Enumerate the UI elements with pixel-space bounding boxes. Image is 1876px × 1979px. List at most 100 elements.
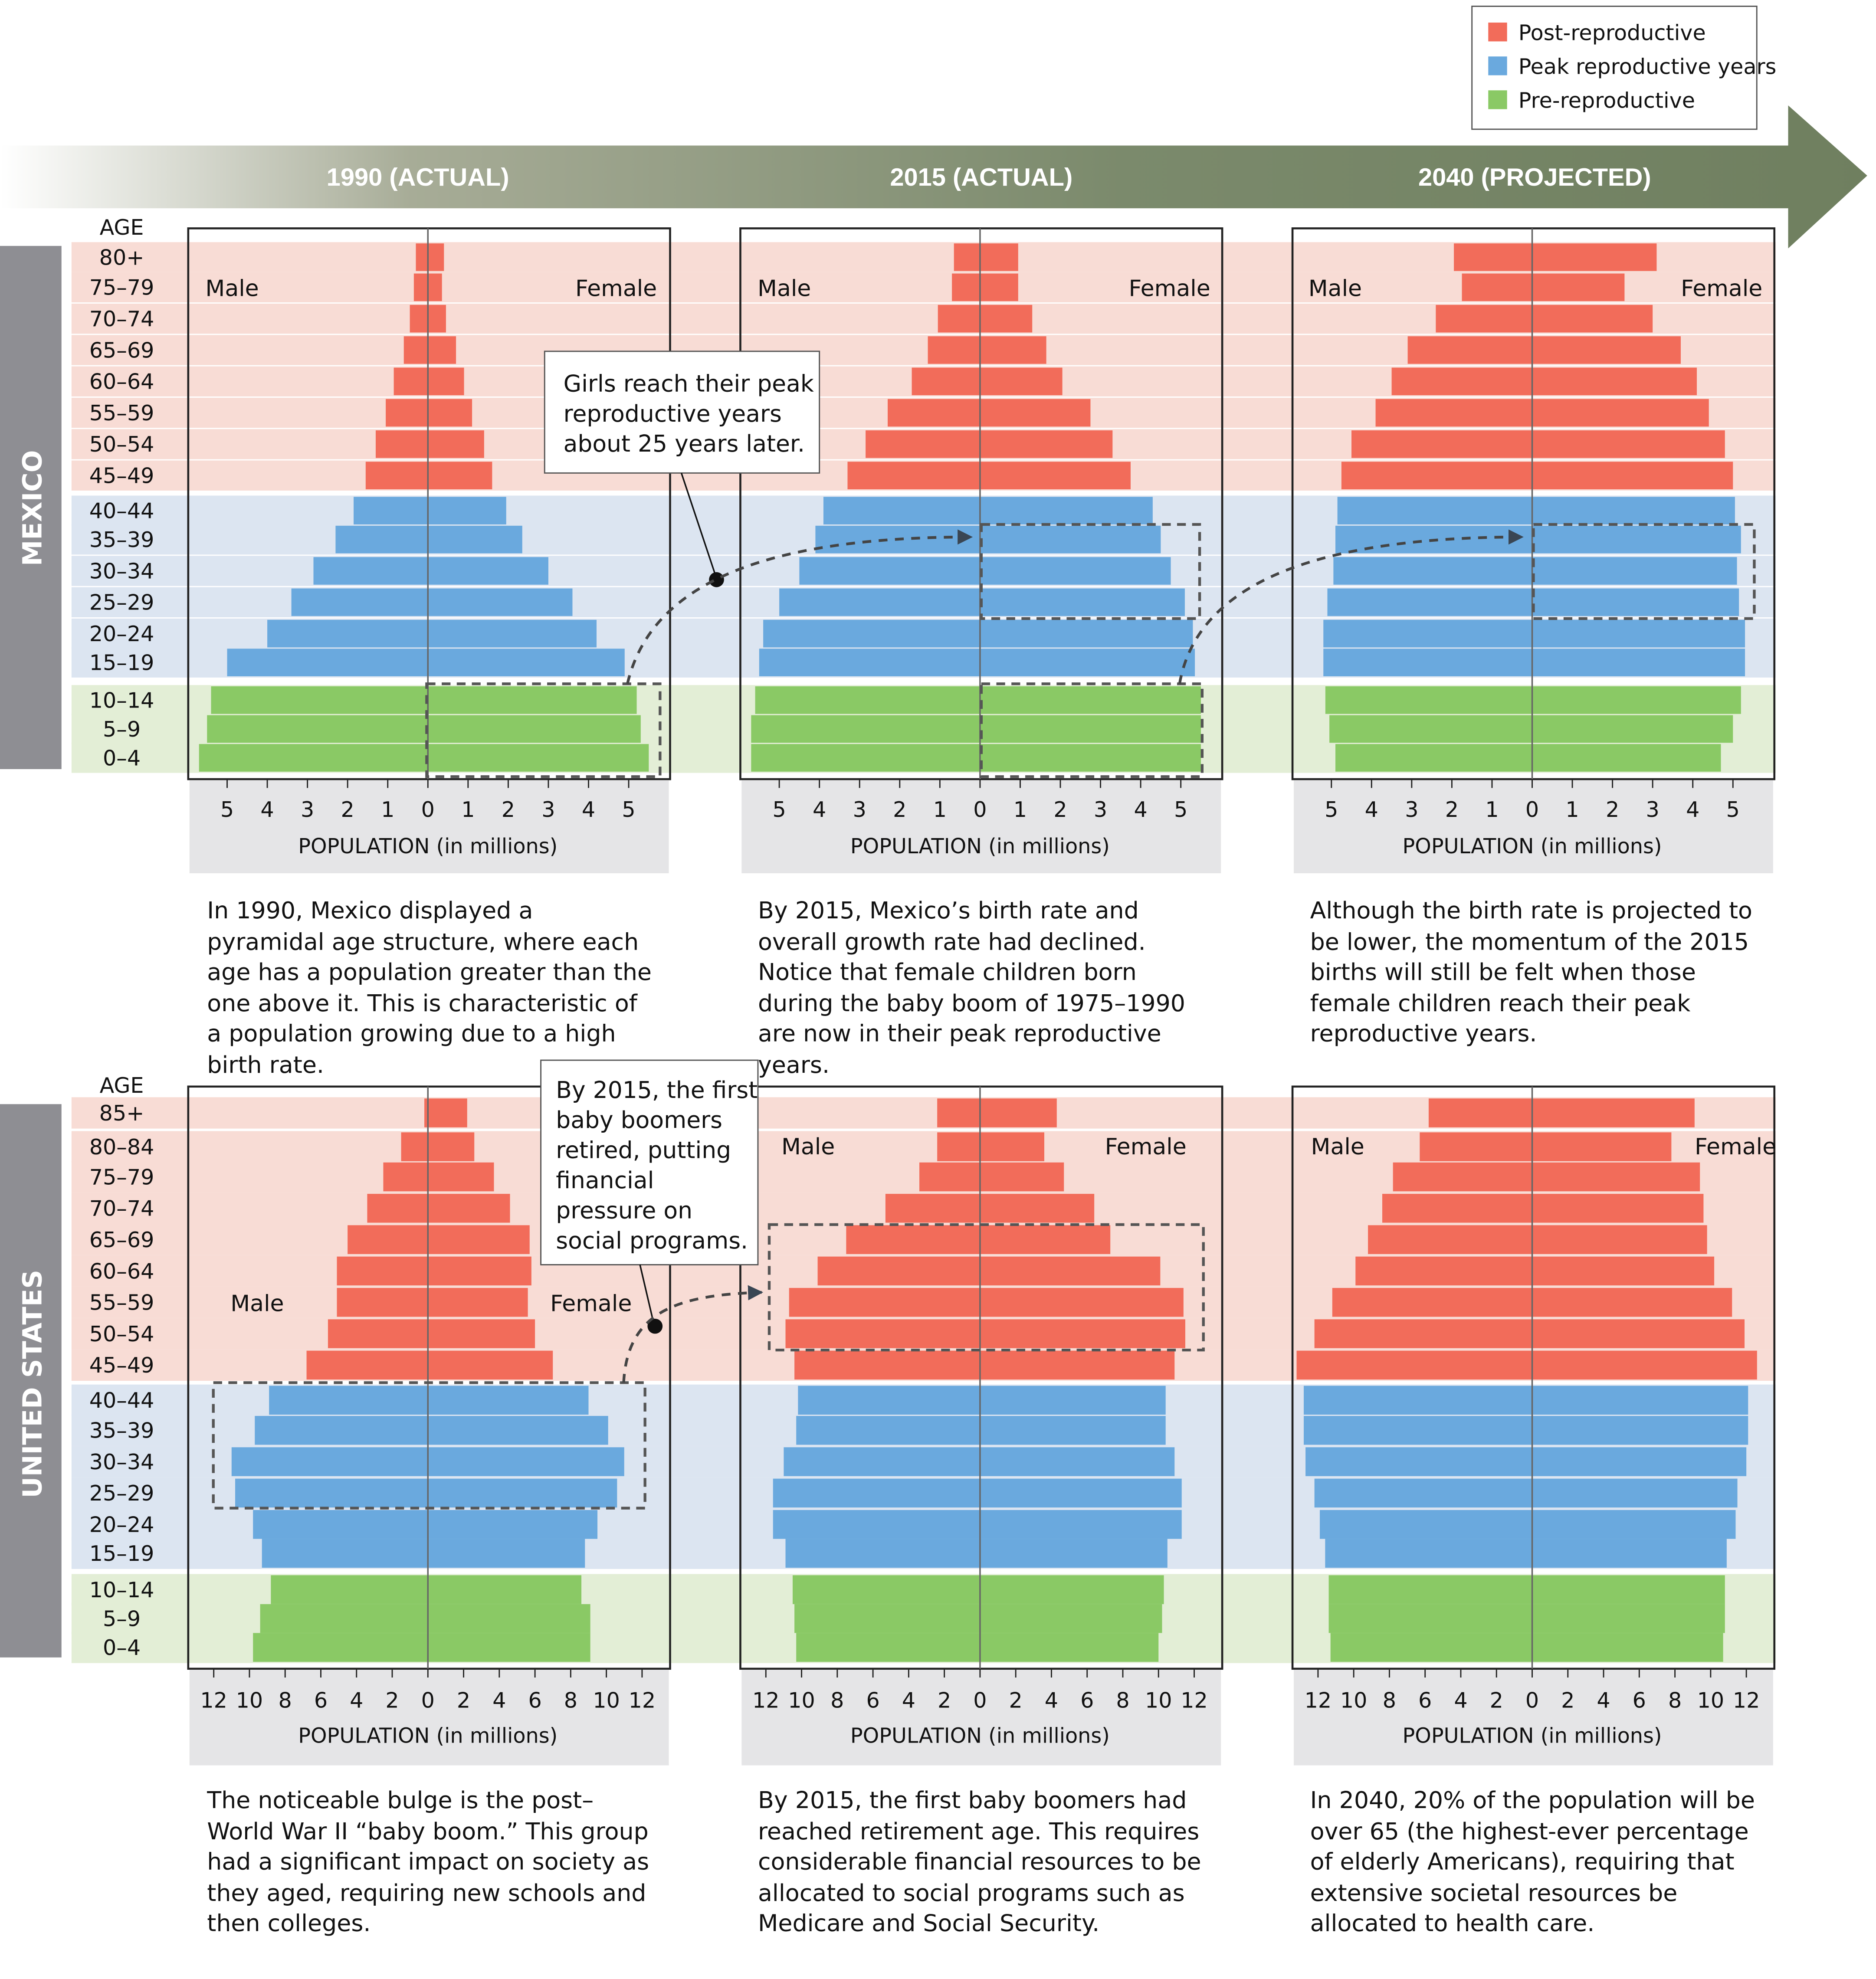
us-tick-panel-2 <box>1293 1670 1773 1766</box>
us-2-tick-label-12: 12 <box>1733 1687 1760 1713</box>
mexico-2-female-bar-2 <box>1532 305 1653 333</box>
us-1-female-bar-10 <box>980 1415 1166 1445</box>
us-0-tick-label-4: 4 <box>350 1687 363 1713</box>
mexico-2-female-bar-0 <box>1532 243 1657 271</box>
mexico-label: MEXICO <box>17 450 48 566</box>
mexico-2-xlabel: POPULATION (in millions) <box>1402 835 1662 858</box>
mexico-0-tick-label-5: 0 <box>421 797 435 822</box>
us-2-tick-label-2: 8 <box>1383 1687 1396 1713</box>
us-0-male-bar-17 <box>253 1633 428 1662</box>
us-age-label-8: 45–49 <box>89 1353 154 1378</box>
us-1-tick-label-3: 6 <box>866 1687 879 1713</box>
mexico-1-tick-label-4: 1 <box>933 797 947 822</box>
mexico-2-female-bar-4 <box>1532 367 1697 396</box>
mexico-0-tick-label-3: 2 <box>341 797 354 822</box>
mexico-1-female-bar-11 <box>980 588 1185 616</box>
us-1-male-bar-17 <box>796 1633 980 1662</box>
us-2-male-bar-11 <box>1305 1447 1532 1476</box>
us-2-tick-label-7: 2 <box>1561 1687 1574 1713</box>
mexico-2-female-bar-9 <box>1532 525 1741 554</box>
mexico-2-tick-label-1: 4 <box>1365 797 1378 822</box>
mexico-0-male-bar-7 <box>365 462 428 490</box>
us-1-female-bar-5 <box>980 1256 1161 1286</box>
mexico-tick-panel-2 <box>1293 780 1773 874</box>
mexico-age-label-16: 0–4 <box>103 745 141 770</box>
us-0-tick-label-0: 12 <box>200 1687 227 1713</box>
mexico-2-male-bar-11 <box>1327 588 1532 616</box>
mexico-0-female-bar-3 <box>428 336 456 364</box>
us-label: UNITED STATES <box>17 1270 48 1498</box>
us-2-female-bar-0 <box>1532 1098 1695 1127</box>
us-1-female-label: Female <box>1105 1134 1187 1160</box>
mexico-sidebar <box>0 246 62 769</box>
mexico-2015-highlight-young <box>980 682 1204 778</box>
mexico-0-male-bar-14 <box>211 686 428 714</box>
us-2-tick-label-1: 10 <box>1340 1687 1368 1713</box>
us-callout-line-4: financial <box>556 1166 654 1194</box>
us-2-male-bar-2 <box>1393 1162 1532 1192</box>
us-0-tick-label-2: 8 <box>279 1687 292 1713</box>
us-1-male-bar-10 <box>796 1415 980 1445</box>
mexico-2-tick-label-4: 1 <box>1485 797 1499 822</box>
us-0-male-bar-5 <box>337 1256 428 1286</box>
us-callout-dot <box>647 1318 663 1334</box>
us-1-female-bar-16 <box>980 1604 1162 1633</box>
mexico-0-male-bar-4 <box>394 367 428 396</box>
us-callout-line-5: pressure on <box>556 1196 692 1224</box>
us-2-female-bar-15 <box>1532 1575 1725 1604</box>
us-0-male-bar-11 <box>231 1447 428 1476</box>
mexico-age-label-3: 65–69 <box>89 337 154 363</box>
us-1-female-bar-7 <box>980 1319 1185 1348</box>
mexico-2-male-bar-6 <box>1351 430 1532 458</box>
mexico-age-label-15: 5–9 <box>103 717 141 742</box>
us-1-male-bar-7 <box>785 1319 980 1348</box>
us-1-tick-label-10: 8 <box>1116 1687 1129 1713</box>
caption-mexico-2040: Although the birth rate is projected to … <box>1310 898 1752 1048</box>
mexico-age-label-14: 10–14 <box>89 688 154 713</box>
mexico-2-male-bar-5 <box>1375 399 1532 427</box>
us-0-female-bar-13 <box>428 1510 598 1539</box>
us-2-female-bar-4 <box>1532 1225 1707 1254</box>
us-0-male-bar-9 <box>269 1386 428 1415</box>
us-2-female-label: Female <box>1695 1134 1776 1160</box>
us-2-female-bar-17 <box>1532 1633 1723 1662</box>
mexico-0-female-bar-15 <box>428 715 641 743</box>
mexico-0-tick-label-9: 4 <box>582 797 595 822</box>
us-2-female-bar-8 <box>1532 1350 1757 1380</box>
us-1-female-bar-14 <box>980 1539 1168 1568</box>
mexico-1-male-bar-15 <box>751 715 980 743</box>
us-1-male-bar-4 <box>846 1225 980 1254</box>
us-2-male-label: Male <box>1311 1134 1364 1160</box>
mexico-2-female-bar-5 <box>1532 399 1709 427</box>
us-0-tick-label-9: 6 <box>528 1687 541 1713</box>
us-2-xlabel: POPULATION (in millions) <box>1402 1724 1662 1748</box>
us-1-male-bar-11 <box>784 1447 980 1476</box>
us-0-tick-label-10: 8 <box>564 1687 577 1713</box>
us-1-tick-label-11: 10 <box>1145 1687 1172 1713</box>
us-0-male-bar-0 <box>424 1098 428 1127</box>
us-age-label-16: 5–9 <box>103 1606 141 1631</box>
legend-label-peak: Peak reproductive years <box>1519 54 1777 79</box>
caption-us-2015: By 2015, the first baby boomers had reac… <box>758 1788 1201 1938</box>
us-1-female-bar-2 <box>980 1162 1064 1192</box>
mexico-age-label-13: 15–19 <box>89 650 154 675</box>
mexico-1-female-bar-14 <box>980 686 1201 714</box>
mexico-tick-panel-0 <box>189 780 669 874</box>
us-1-tick-label-0: 12 <box>752 1687 780 1713</box>
us-2-tick-label-0: 12 <box>1305 1687 1332 1713</box>
us-0-male-label: Male <box>230 1291 284 1317</box>
us-sidebar <box>0 1104 62 1658</box>
us-2-tick-label-11: 10 <box>1697 1687 1725 1713</box>
us-age-label-2: 75–79 <box>89 1164 154 1189</box>
age-header-us: AGE <box>100 1073 144 1098</box>
us-1-male-bar-13 <box>773 1510 980 1539</box>
us-1-male-label: Male <box>781 1134 835 1160</box>
us-1-tick-label-1: 10 <box>788 1687 815 1713</box>
mexico-2-female-bar-1 <box>1532 273 1625 301</box>
mexico-1-female-bar-7 <box>980 462 1131 490</box>
mexico-2-male-bar-13 <box>1323 649 1532 676</box>
us-1-female-bar-12 <box>980 1478 1182 1508</box>
mexico-1-male-bar-7 <box>847 462 980 490</box>
mexico-1-female-bar-10 <box>980 557 1171 585</box>
us-age-label-1: 80–84 <box>89 1134 154 1160</box>
